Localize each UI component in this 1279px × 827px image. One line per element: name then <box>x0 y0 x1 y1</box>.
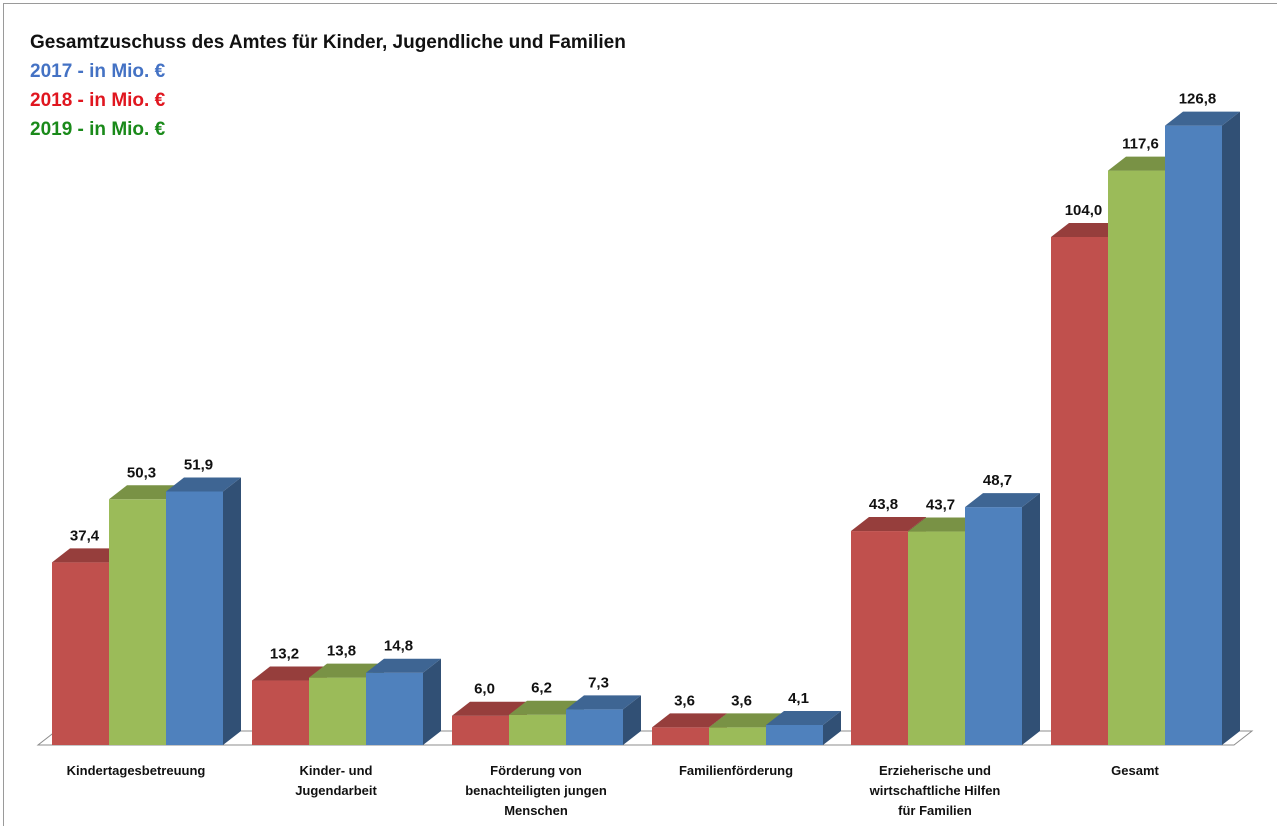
value-label-s2-c2: 7,3 <box>588 674 609 691</box>
bar-front-s0-c2 <box>452 715 509 745</box>
bar-top-s0-c5 <box>1051 223 1126 237</box>
value-label-s2-c1: 14,8 <box>384 638 413 655</box>
bar-front-s2-c2 <box>566 709 623 745</box>
bar-side-s2-c5 <box>1222 111 1240 746</box>
bar-front-s1-c0 <box>109 499 166 745</box>
value-label-s2-c0: 51,9 <box>184 456 213 473</box>
chart-frame <box>3 3 1277 826</box>
value-label-s1-c1: 13,8 <box>327 643 356 660</box>
value-label-s1-c2: 6,2 <box>531 680 552 697</box>
category-label-4-line-1: wirtschaftliche Hilfen <box>869 783 1001 798</box>
legend-entry-2019: 2019 - in Mio. € <box>30 119 166 140</box>
value-label-s1-c0: 50,3 <box>127 464 156 481</box>
bar-front-s2-c4 <box>965 507 1022 745</box>
bar-front-s2-c0 <box>166 491 223 745</box>
bar-top-s2-c1 <box>366 658 441 673</box>
bar-front-s2-c5 <box>1165 125 1222 746</box>
legend-entry-2018: 2018 - in Mio. € <box>30 90 166 111</box>
category-label-4-line-0: Erzieherische und <box>879 763 991 778</box>
bar-front-s1-c5 <box>1108 170 1165 746</box>
bar-top-s2-c5 <box>1165 111 1240 126</box>
category-label-4: Erzieherische und wirtschaftliche Hilfen f… <box>869 763 1001 818</box>
category-label-1: Kinder- und Jugendarbeit <box>295 763 377 798</box>
bar-top-s1-c3 <box>709 713 784 728</box>
bar-top-s2-c2 <box>566 695 641 710</box>
category-label-3-line-0: Familienförderung <box>679 763 793 778</box>
category-label-4-line-2: für Familien <box>898 803 972 818</box>
bar-top-s2-c4 <box>965 493 1040 508</box>
bar-top-s2-c0 <box>166 477 241 492</box>
value-label-s1-c4: 43,7 <box>926 497 955 514</box>
bar-side-s2-c1 <box>423 658 441 745</box>
value-label-s0-c2: 6,0 <box>474 681 495 698</box>
value-label-s1-c5: 117,6 <box>1122 136 1159 153</box>
value-label-s0-c1: 13,2 <box>270 646 299 663</box>
category-label-2-line-0: Förderung von <box>490 763 582 778</box>
legend-entry-2017: 2017 - in Mio. € <box>30 61 166 82</box>
bar-top-s0-c3 <box>652 713 727 728</box>
category-label-1-line-0: Kinder- und <box>300 763 373 778</box>
bar-front-s0-c1 <box>252 680 309 745</box>
value-label-s2-c4: 48,7 <box>983 472 1012 489</box>
bar-front-s0-c4 <box>851 531 908 745</box>
bar-front-s2-c3 <box>766 724 823 745</box>
bar-front-s1-c1 <box>309 677 366 745</box>
bar-front-s0-c5 <box>1051 237 1108 745</box>
bar-top-s2-c3 <box>766 710 841 725</box>
category-label-0: Kindertagesbetreuung <box>67 763 206 778</box>
title-block: Gesamtzuschuss des Amtes für Kinder, Jug… <box>30 28 626 144</box>
bar-front-s1-c3 <box>709 727 766 745</box>
category-label-5: Gesamt <box>1111 763 1159 778</box>
value-label-s2-c5: 126,8 <box>1179 91 1217 108</box>
bar-front-s1-c4 <box>908 531 965 745</box>
bar-top-s1-c4 <box>908 517 983 532</box>
bar-front-s2-c1 <box>366 672 423 745</box>
bar-top-s0-c1 <box>252 666 327 681</box>
bar-front-s0-c3 <box>652 727 709 745</box>
value-label-s0-c0: 37,4 <box>70 527 100 544</box>
bar-side-s2-c3 <box>823 710 841 745</box>
bar-front-s0-c0 <box>52 562 109 745</box>
bar-side-s2-c4 <box>1022 493 1040 745</box>
category-label-2-line-2: Menschen <box>504 803 568 818</box>
value-label-s2-c3: 4,1 <box>788 690 809 707</box>
bar-top-s0-c2 <box>452 701 527 716</box>
category-label-1-line-1: Jugendarbeit <box>295 783 377 798</box>
category-label-0-line-0: Kindertagesbetreuung <box>67 763 206 778</box>
bar-top-s1-c5 <box>1108 156 1183 171</box>
category-label-2-line-1: benachteiligten jungen <box>465 783 607 798</box>
bar-front-s1-c2 <box>509 714 566 745</box>
bar-side-s2-c2 <box>623 695 641 745</box>
bar-top-s1-c0 <box>109 485 184 500</box>
bar-top-s1-c2 <box>509 700 584 715</box>
value-label-s0-c3: 3,6 <box>674 692 695 709</box>
bar-top-s0-c0 <box>52 548 127 563</box>
chart-title: Gesamtzuschuss des Amtes für Kinder, Jug… <box>30 32 626 53</box>
value-label-s0-c4: 43,8 <box>869 496 898 513</box>
bar-side-s2-c0 <box>223 477 241 745</box>
bar-top-s0-c4 <box>851 517 926 532</box>
category-label-2: Förderung von benachteiligten jungen Mensc… <box>465 763 607 818</box>
category-label-3: Familienförderung <box>679 763 793 778</box>
category-label-5-line-0: Gesamt <box>1111 763 1159 778</box>
value-label-s0-c5: 104,0 <box>1065 202 1103 219</box>
value-label-s1-c3: 3,6 <box>731 692 752 709</box>
bar-top-s1-c1 <box>309 663 384 678</box>
